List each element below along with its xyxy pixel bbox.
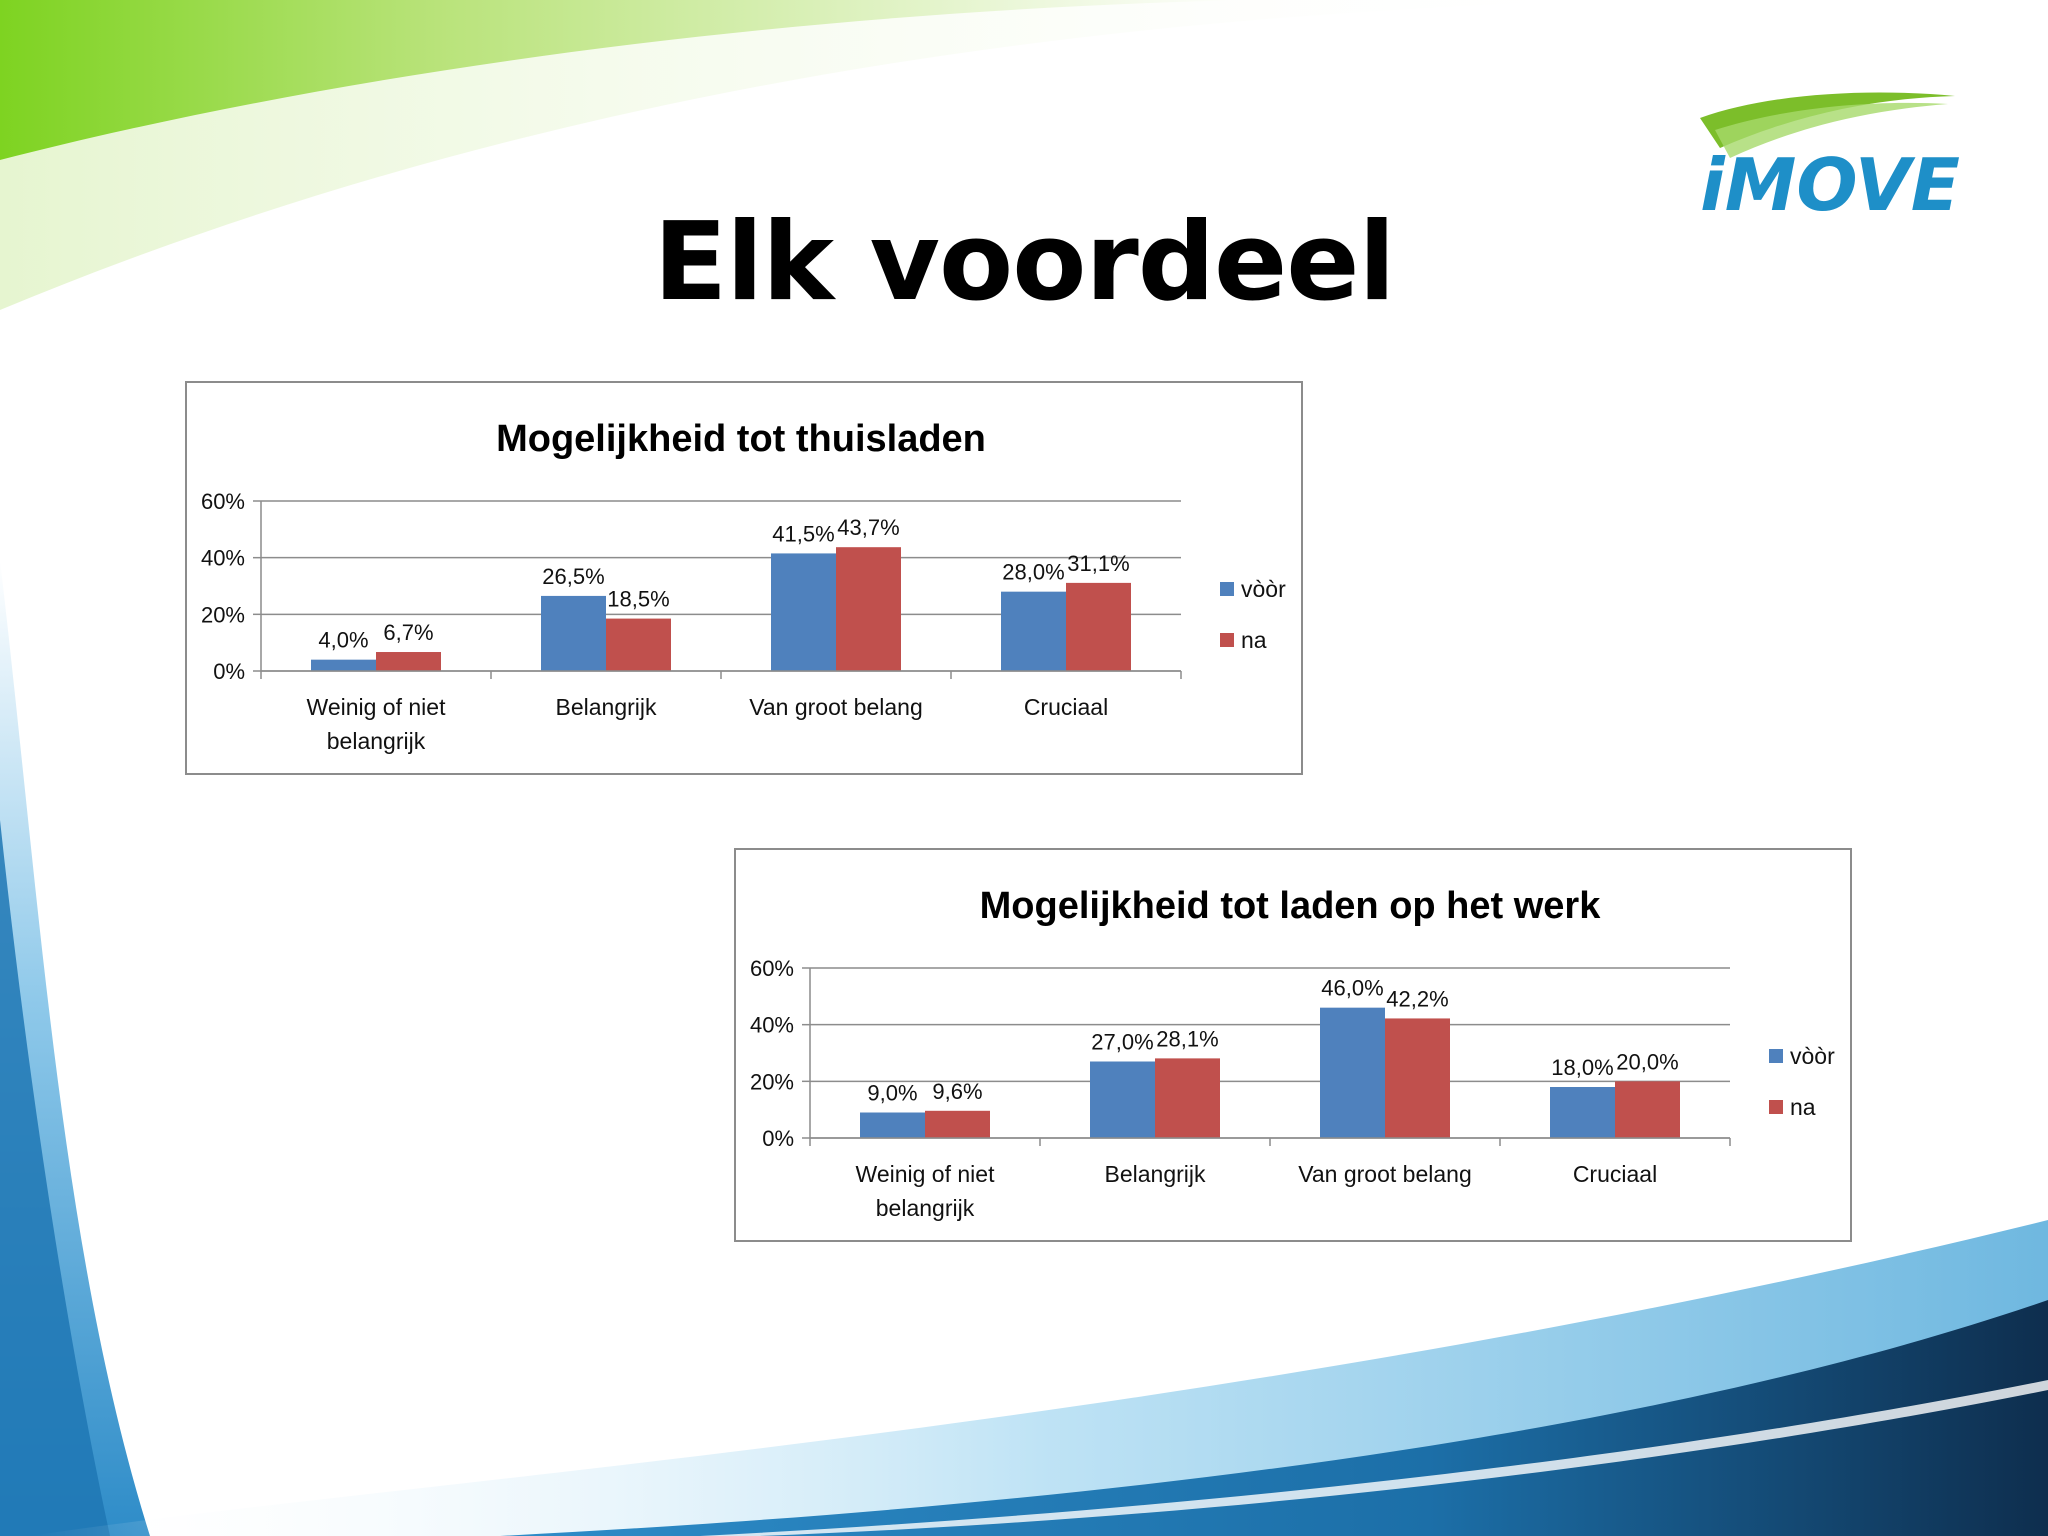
y-tick-label: 60%	[201, 489, 245, 514]
data-label: 27,0%	[1091, 1030, 1153, 1055]
data-label: 43,7%	[837, 515, 899, 540]
data-label: 26,5%	[542, 564, 604, 589]
category-label: Van groot belang	[1298, 1161, 1472, 1187]
y-tick-label: 20%	[201, 602, 245, 627]
data-label: 9,0%	[867, 1081, 917, 1106]
legend-swatch	[1220, 633, 1234, 647]
legend-swatch	[1769, 1100, 1783, 1114]
bar	[606, 618, 671, 671]
data-label: 6,7%	[383, 620, 433, 645]
data-label: 41,5%	[772, 521, 834, 546]
bar	[1385, 1018, 1450, 1138]
y-tick-label: 20%	[750, 1069, 794, 1094]
bar	[1001, 591, 1066, 671]
y-tick-label: 60%	[750, 956, 794, 981]
category-label: Belangrijk	[1105, 1161, 1206, 1187]
y-tick-label: 40%	[750, 1013, 794, 1038]
page-title: Elk voordeel	[653, 200, 1395, 325]
legend-label: vòòr	[1790, 1043, 1835, 1069]
legend-label: vòòr	[1241, 576, 1286, 602]
chart-svg-1: Mogelijkheid tot thuisladen 0% 20% 40% 60% 4,…	[201, 418, 1286, 754]
y-tick-label: 0%	[213, 659, 245, 684]
legend-label: na	[1790, 1094, 1816, 1120]
data-label: 9,6%	[932, 1079, 982, 1104]
category-label: Weinig of niet	[307, 694, 447, 720]
data-label: 42,2%	[1386, 986, 1448, 1011]
chart-svg-2: Mogelijkheid tot laden op het werk 0% 20% 4…	[750, 885, 1835, 1221]
chart-thuisladen: Mogelijkheid tot thuisladen 0% 20% 40% 60% 4,…	[185, 381, 1303, 775]
chart-title: Mogelijkheid tot thuisladen	[496, 418, 986, 460]
bar	[860, 1112, 925, 1138]
legend-label: na	[1241, 627, 1267, 653]
category-label: Van groot belang	[749, 694, 923, 720]
bar	[1090, 1061, 1155, 1138]
category-label: Cruciaal	[1024, 694, 1108, 720]
bar	[1320, 1007, 1385, 1138]
bar	[836, 547, 901, 671]
data-label: 28,1%	[1156, 1026, 1218, 1051]
category-label: belangrijk	[876, 1195, 975, 1221]
bar	[311, 659, 376, 671]
data-label: 46,0%	[1321, 976, 1383, 1001]
legend-swatch	[1769, 1049, 1783, 1063]
data-label: 18,0%	[1551, 1055, 1613, 1080]
category-label: Cruciaal	[1573, 1161, 1657, 1187]
y-tick-label: 40%	[201, 546, 245, 571]
category-label: Belangrijk	[556, 694, 657, 720]
bar	[1615, 1081, 1680, 1138]
imove-logo: iMOVE	[1700, 92, 1960, 227]
bar	[376, 652, 441, 671]
category-label: belangrijk	[327, 728, 426, 754]
y-tick-label: 0%	[762, 1126, 794, 1151]
data-label: 4,0%	[318, 628, 368, 653]
chart-laden-op-werk: Mogelijkheid tot laden op het werk 0% 20% 4…	[734, 848, 1852, 1242]
bar	[541, 595, 606, 671]
category-label: Weinig of niet	[856, 1161, 996, 1187]
bar	[1066, 582, 1131, 671]
bar	[1550, 1087, 1615, 1138]
data-label: 28,0%	[1002, 560, 1064, 585]
logo-text: iMOVE	[1700, 143, 1960, 227]
data-label: 18,5%	[607, 587, 669, 612]
bar	[1155, 1058, 1220, 1138]
chart-title: Mogelijkheid tot laden op het werk	[980, 885, 1602, 927]
bar	[925, 1110, 990, 1138]
bar	[771, 553, 836, 671]
legend-swatch	[1220, 582, 1234, 596]
data-label: 20,0%	[1616, 1049, 1678, 1074]
data-label: 31,1%	[1067, 551, 1129, 576]
